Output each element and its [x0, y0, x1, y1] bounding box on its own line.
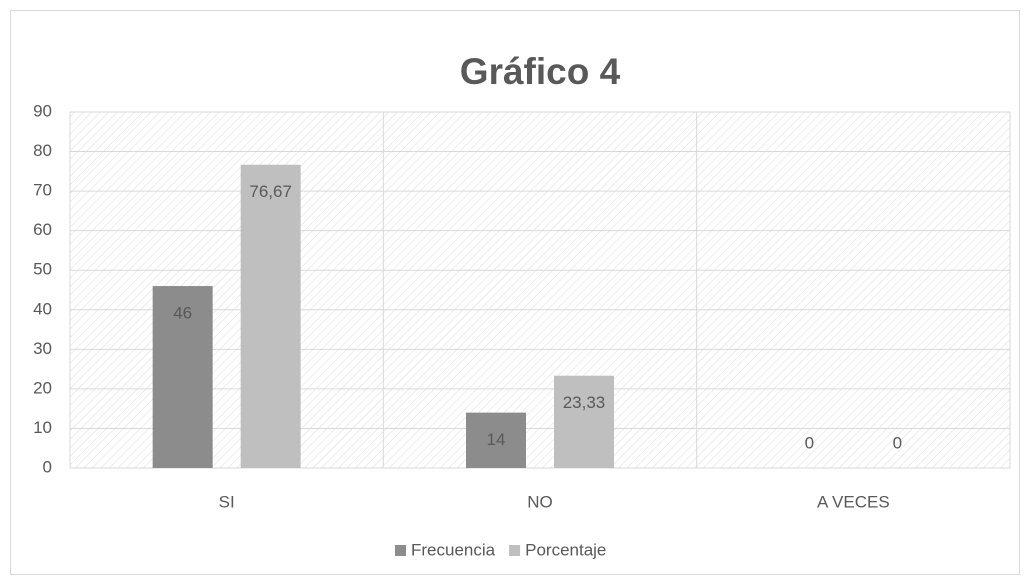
x-tick-label: SI: [219, 492, 235, 511]
legend-swatch: [395, 545, 406, 556]
data-label: 23,33: [563, 393, 606, 412]
y-tick-label: 0: [43, 457, 52, 476]
data-label: 0: [893, 433, 902, 452]
chart-title: Gráfico 4: [460, 51, 621, 92]
legend-label: Frecuencia: [411, 540, 496, 559]
y-tick-label: 30: [33, 339, 52, 358]
y-tick-label: 20: [33, 378, 52, 397]
y-tick-label: 70: [33, 181, 52, 200]
x-tick-label: A VECES: [817, 492, 890, 511]
bar: [466, 412, 526, 468]
data-label: 76,67: [249, 182, 292, 201]
legend-swatch: [509, 545, 521, 556]
y-tick-label: 60: [33, 220, 52, 239]
y-tick-label: 40: [33, 299, 52, 318]
data-label: 14: [487, 430, 506, 449]
y-tick-label: 10: [33, 418, 52, 437]
plot-area: [70, 112, 1010, 468]
x-tick-label: NO: [527, 492, 553, 511]
y-tick-label: 90: [33, 101, 52, 120]
y-tick-label: 80: [33, 141, 52, 160]
bar: [240, 164, 301, 469]
legend-label: Porcentaje: [525, 540, 606, 559]
bar: [554, 375, 614, 468]
data-label: 46: [173, 304, 192, 323]
bar: [152, 286, 213, 468]
data-label: 0: [805, 433, 814, 452]
y-tick-label: 50: [33, 260, 52, 279]
